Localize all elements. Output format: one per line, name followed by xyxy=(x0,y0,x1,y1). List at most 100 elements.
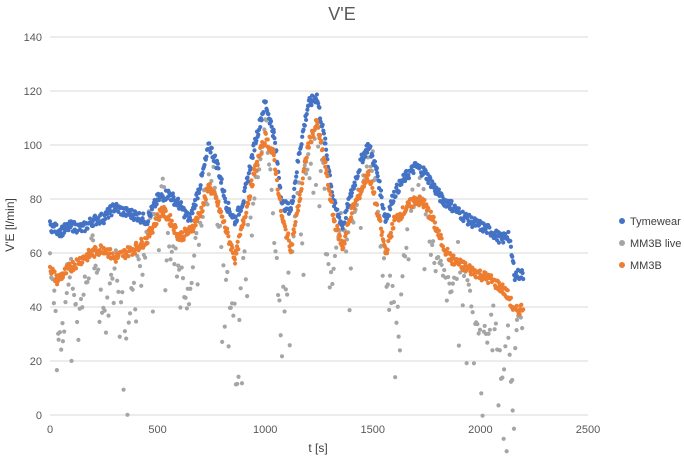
data-point xyxy=(271,149,276,154)
data-point xyxy=(517,312,522,317)
data-point xyxy=(110,276,115,281)
data-point xyxy=(209,145,214,151)
legend-marker xyxy=(619,262,625,268)
data-point xyxy=(137,264,143,269)
data-point xyxy=(245,294,250,299)
data-point xyxy=(370,153,375,158)
data-point xyxy=(286,201,291,206)
data-point xyxy=(217,223,223,228)
data-point xyxy=(56,337,61,342)
data-point xyxy=(283,227,288,232)
data-point xyxy=(102,308,107,313)
data-point xyxy=(215,161,220,166)
data-point xyxy=(82,274,87,279)
data-point xyxy=(469,304,474,309)
data-point xyxy=(503,344,508,349)
data-point xyxy=(501,240,506,245)
data-point xyxy=(268,119,274,124)
legend: Tymewear MM3B live MM3B xyxy=(619,216,681,272)
data-point xyxy=(269,187,274,192)
y-tick-label: 140 xyxy=(24,32,42,44)
data-point xyxy=(449,199,454,204)
data-point xyxy=(272,240,277,246)
data-point xyxy=(454,256,459,262)
data-point xyxy=(337,233,342,239)
data-point xyxy=(469,215,474,220)
series-tymewear xyxy=(47,92,526,283)
data-point xyxy=(508,244,514,249)
data-point xyxy=(110,251,115,256)
data-point xyxy=(173,246,178,251)
data-point xyxy=(109,272,114,277)
data-point xyxy=(188,286,193,291)
data-point xyxy=(148,213,153,219)
data-point xyxy=(181,237,186,242)
gridlines xyxy=(50,36,588,416)
data-point xyxy=(195,196,200,201)
data-point xyxy=(180,276,186,281)
data-point xyxy=(458,270,463,275)
data-point xyxy=(223,277,229,282)
y-tick-label: 120 xyxy=(24,86,42,98)
data-point xyxy=(391,300,396,305)
data-point xyxy=(248,215,253,220)
data-point xyxy=(248,165,253,171)
data-point xyxy=(294,174,299,179)
data-point xyxy=(423,212,428,217)
data-point xyxy=(139,283,144,288)
data-point xyxy=(54,222,59,227)
data-point xyxy=(439,236,444,241)
data-point xyxy=(178,305,183,310)
data-point xyxy=(115,278,120,283)
data-point xyxy=(447,281,452,286)
data-point xyxy=(514,303,519,308)
data-point xyxy=(392,189,397,194)
data-point xyxy=(60,339,66,344)
data-point xyxy=(402,178,408,184)
data-point xyxy=(422,267,427,272)
data-point xyxy=(307,176,312,181)
data-point xyxy=(244,210,249,215)
data-point xyxy=(428,176,433,181)
data-point xyxy=(232,261,238,266)
data-point xyxy=(92,254,97,259)
data-point xyxy=(332,218,337,224)
data-point xyxy=(344,237,350,242)
data-point xyxy=(364,164,369,169)
data-point xyxy=(186,302,192,307)
data-point xyxy=(87,216,93,221)
data-point xyxy=(199,223,204,228)
data-point xyxy=(385,247,390,252)
data-point xyxy=(235,239,240,244)
data-point xyxy=(117,334,122,339)
data-point xyxy=(108,247,113,252)
data-point xyxy=(483,270,488,275)
data-point xyxy=(259,118,264,123)
data-point xyxy=(190,211,195,216)
data-point xyxy=(406,176,412,181)
data-point xyxy=(64,290,69,296)
data-point xyxy=(172,262,177,267)
data-point xyxy=(85,279,90,285)
data-point xyxy=(250,182,255,188)
data-point xyxy=(292,186,297,191)
data-point xyxy=(161,185,167,190)
data-point xyxy=(300,134,305,139)
data-point xyxy=(116,209,121,214)
data-point xyxy=(126,254,131,259)
data-point xyxy=(322,186,327,191)
data-point xyxy=(168,257,173,262)
data-point xyxy=(378,188,384,193)
data-point xyxy=(411,170,416,176)
data-point xyxy=(480,413,485,418)
data-point xyxy=(272,135,277,141)
data-point xyxy=(404,168,409,174)
data-point xyxy=(272,158,277,163)
data-point xyxy=(273,249,278,254)
data-point xyxy=(489,312,494,317)
data-point xyxy=(313,182,319,188)
data-point xyxy=(386,213,392,218)
data-point xyxy=(226,344,231,349)
data-point xyxy=(286,270,291,275)
data-point xyxy=(245,175,250,180)
